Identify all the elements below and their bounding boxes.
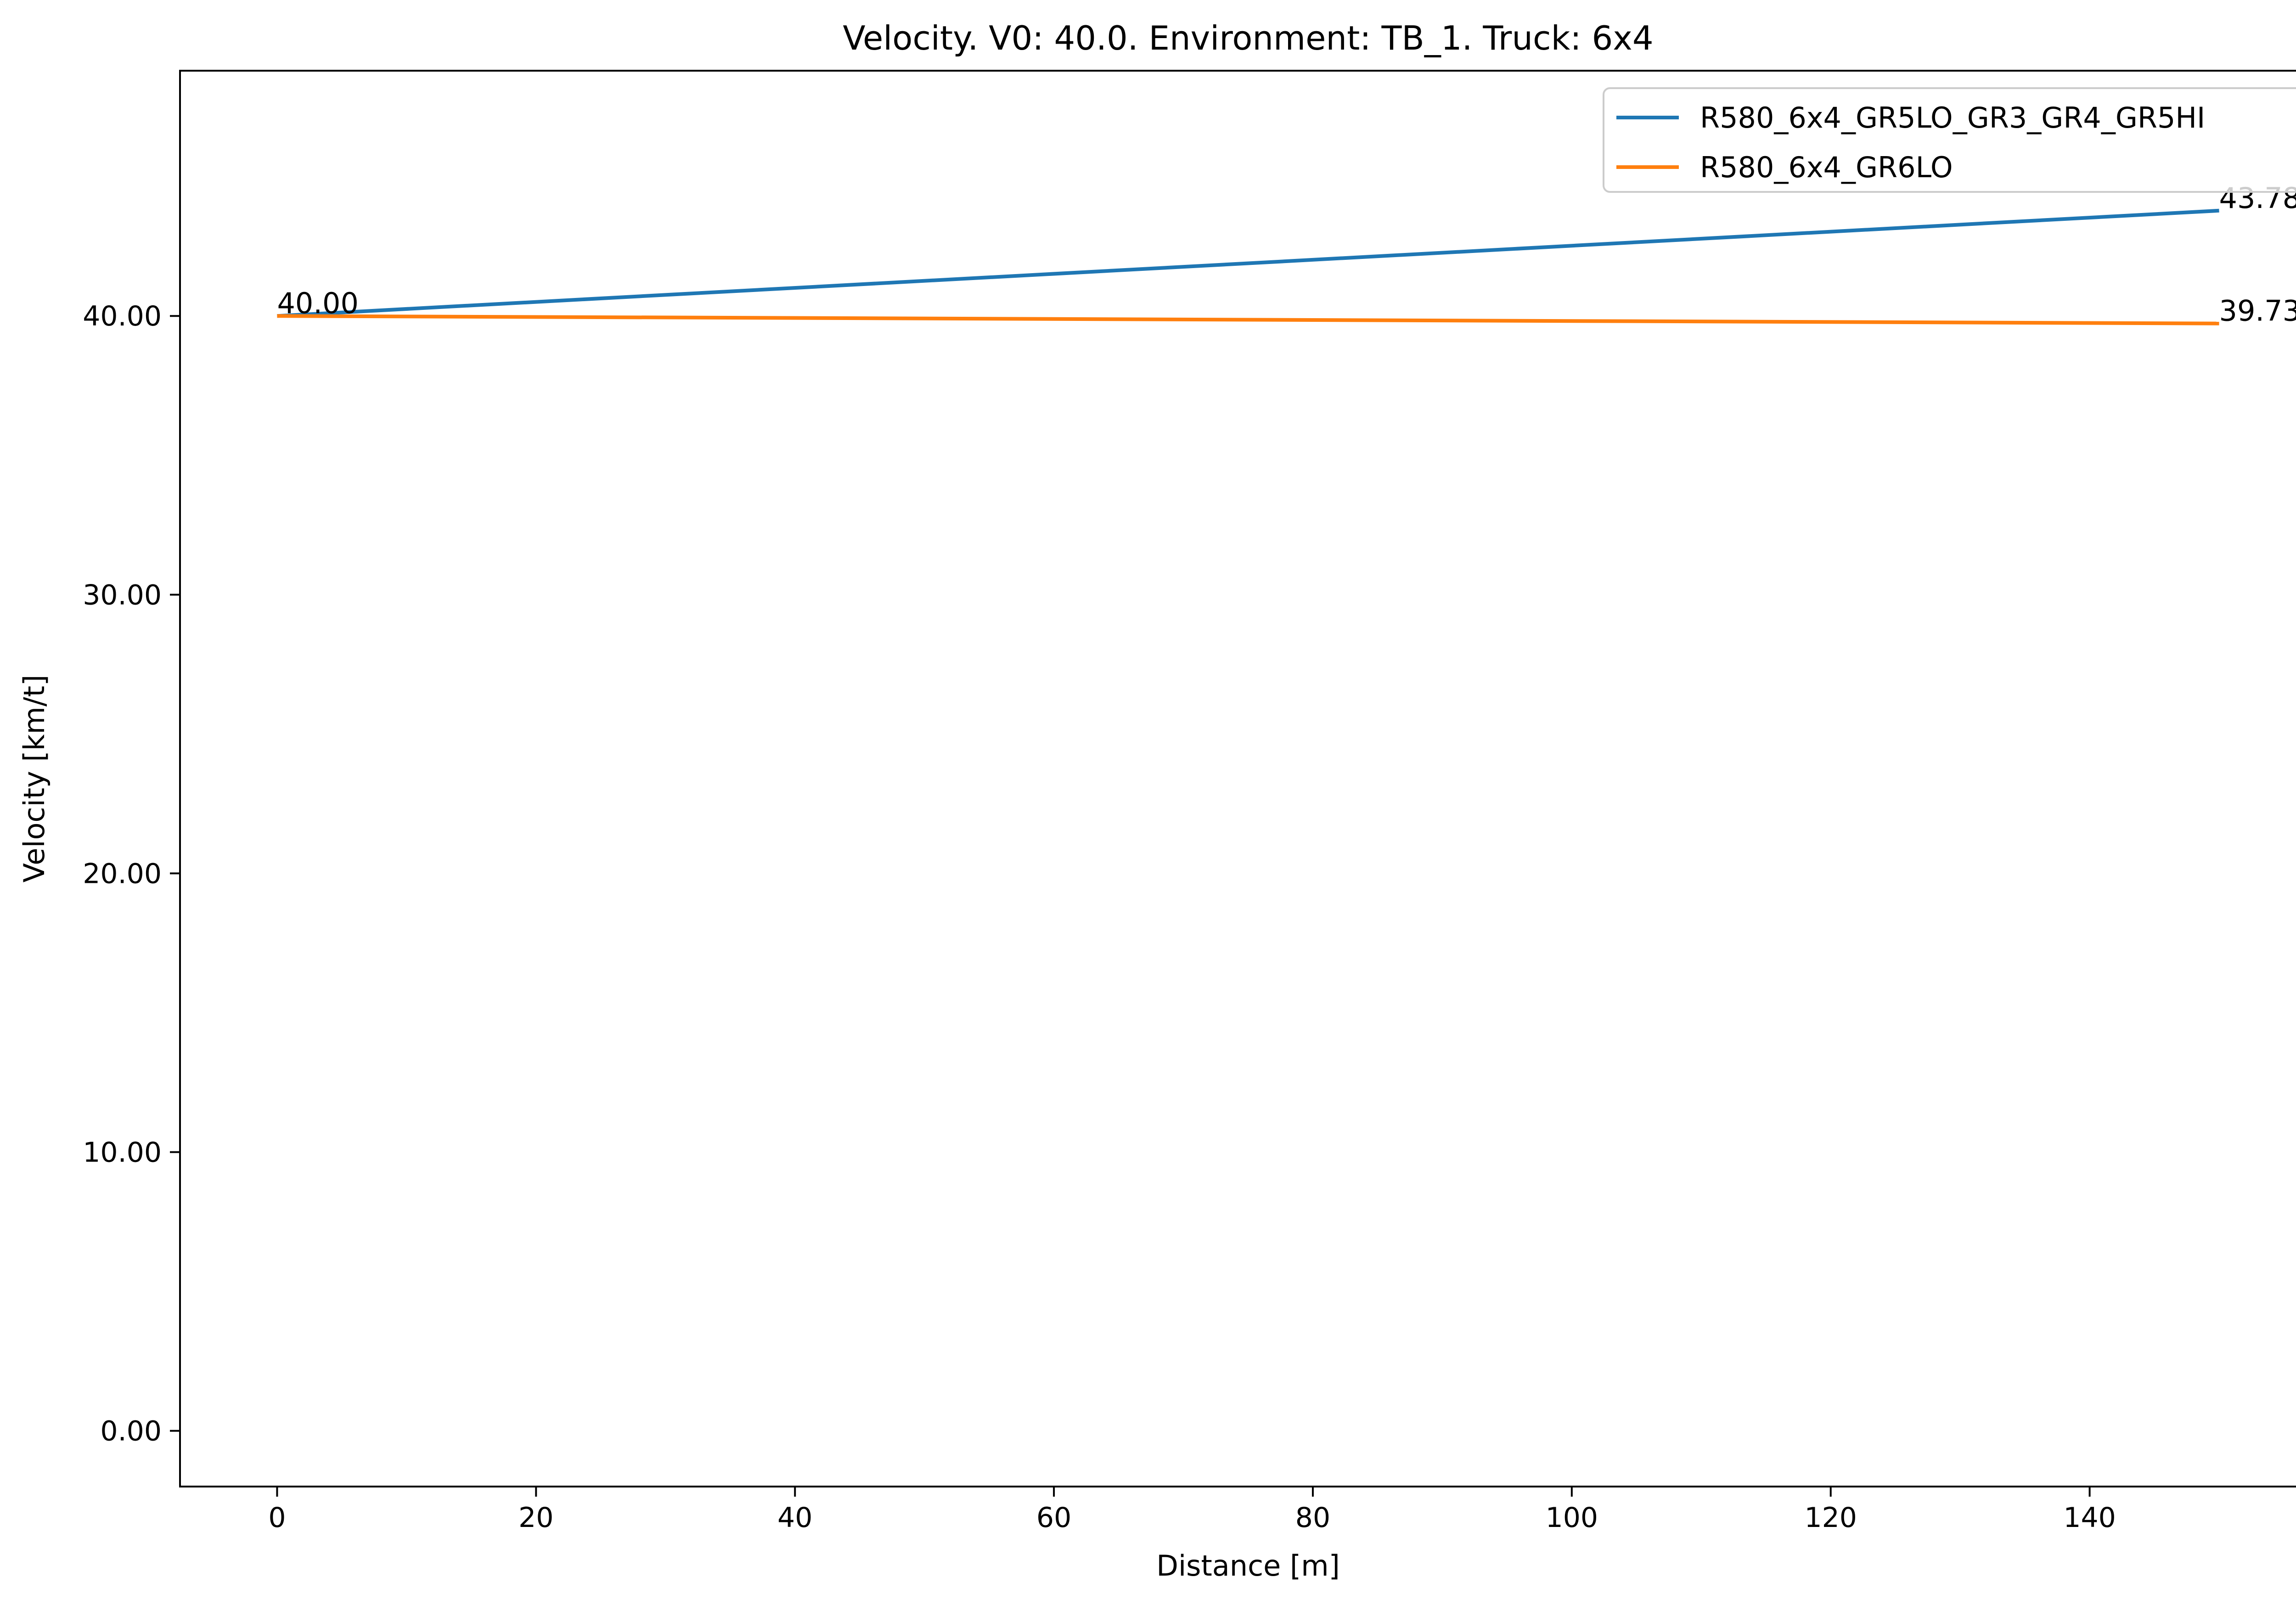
x-tick-label: 120 <box>1804 1502 1857 1534</box>
plot-area <box>277 208 2219 325</box>
y-axis-label: Velocity [km/t] <box>17 675 51 883</box>
y-axis: 0.00 10.00 20.00 30.00 40.00 <box>83 300 180 1448</box>
x-tick-label: 80 <box>1295 1502 1330 1534</box>
y-tick-label: 10.00 <box>83 1136 162 1168</box>
data-label: 39.73 <box>2219 294 2296 328</box>
x-tick-label: 40 <box>777 1502 812 1534</box>
x-axis: 0 20 40 60 80 100 120 140 <box>268 1487 2116 1534</box>
x-tick-label: 100 <box>1546 1502 1598 1534</box>
y-tick-label: 20.00 <box>83 858 162 890</box>
series-line-1 <box>277 208 2219 318</box>
y-tick-label: 30.00 <box>83 579 162 611</box>
series-line-2 <box>277 314 2219 325</box>
x-tick-label: 140 <box>2063 1502 2116 1534</box>
y-tick-label: 40.00 <box>83 300 162 332</box>
legend-entry: R580_6x4_GR5LO_GR3_GR4_GR5HI <box>1700 101 2205 135</box>
x-tick-label: 0 <box>268 1502 286 1534</box>
legend: R580_6x4_GR5LO_GR3_GR4_GR5HI R580_6x4_GR6… <box>1603 87 2296 193</box>
y-tick-label: 0.00 <box>100 1415 162 1448</box>
x-tick-label: 60 <box>1036 1502 1071 1534</box>
legend-entry: R580_6x4_GR6LO <box>1700 151 1953 184</box>
legend-box <box>1603 87 2296 193</box>
data-label: 40.00 <box>277 286 359 320</box>
x-axis-label: Distance [m] <box>1156 1549 1340 1583</box>
plot-frame <box>179 70 2296 1487</box>
x-tick-label: 20 <box>518 1502 553 1534</box>
chart-title: Velocity. V0: 40.0. Environment: TB_1. T… <box>843 19 1653 57</box>
